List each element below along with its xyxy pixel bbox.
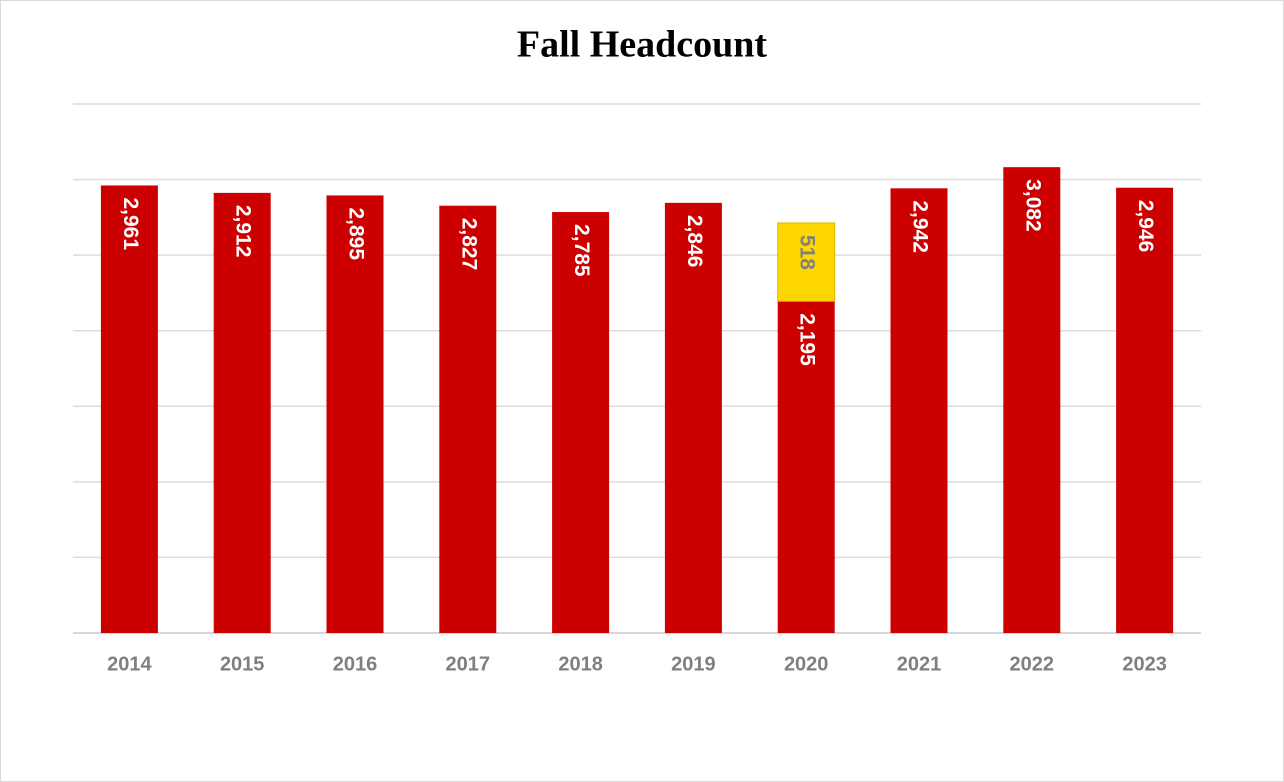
bar-segment bbox=[439, 205, 497, 633]
x-tick-label: 2014 bbox=[107, 653, 152, 675]
x-tick-label: 2015 bbox=[220, 653, 265, 675]
bar-segment bbox=[777, 222, 836, 302]
x-tick-label: 2017 bbox=[446, 653, 491, 675]
bar-segment bbox=[552, 212, 610, 633]
data-label: 2,946 bbox=[1134, 200, 1157, 253]
x-tick-label: 2016 bbox=[333, 653, 378, 675]
x-tick-label: 2019 bbox=[671, 653, 716, 675]
chart-title: Fall Headcount bbox=[517, 24, 768, 66]
x-tick-label: 2022 bbox=[1010, 653, 1055, 675]
data-label: 2,942 bbox=[908, 200, 931, 253]
x-tick-label: 2021 bbox=[897, 653, 942, 675]
data-label: 2,827 bbox=[457, 218, 480, 271]
bar-segment bbox=[1116, 187, 1174, 633]
bar-segment bbox=[664, 202, 722, 634]
x-tick-label: 2018 bbox=[558, 653, 603, 675]
data-label: 2,195 bbox=[796, 313, 819, 366]
data-label: 2,895 bbox=[344, 207, 367, 260]
bar-segment bbox=[777, 301, 835, 633]
data-label: 518 bbox=[796, 235, 819, 270]
bar-segment bbox=[326, 195, 384, 634]
x-tick-label: 2023 bbox=[1122, 653, 1167, 675]
data-label: 2,785 bbox=[570, 224, 593, 277]
data-label: 2,846 bbox=[683, 215, 706, 268]
data-label: 2,912 bbox=[232, 205, 255, 258]
data-label: 3,082 bbox=[1021, 179, 1044, 232]
bar-segment bbox=[100, 185, 158, 633]
x-tick-label: 2020 bbox=[784, 653, 829, 675]
bar-segment bbox=[213, 192, 271, 633]
bar-segment bbox=[1003, 167, 1061, 633]
bar-segment bbox=[890, 188, 948, 633]
data-label: 2,961 bbox=[119, 197, 142, 250]
